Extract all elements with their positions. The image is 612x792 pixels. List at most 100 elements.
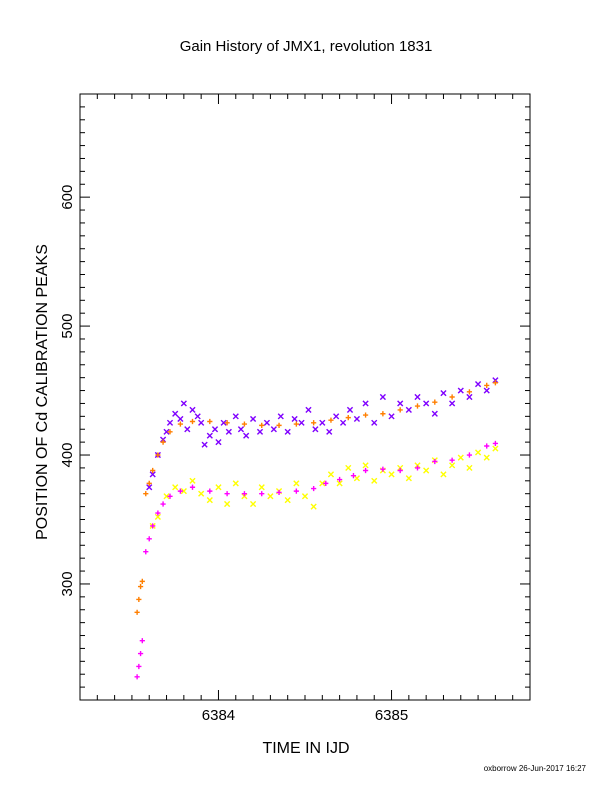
data-point (189, 406, 196, 413)
data-point (492, 380, 498, 386)
data-point (263, 419, 271, 426)
data-point (431, 410, 438, 417)
data-point (350, 473, 357, 479)
data-point (137, 650, 144, 657)
data-point (146, 536, 152, 542)
data-point (483, 454, 490, 461)
data-point (215, 484, 222, 491)
data-point (397, 467, 403, 474)
data-point (362, 462, 369, 469)
axis-ticks (79, 94, 531, 700)
data-point (333, 413, 340, 420)
data-point (277, 413, 284, 420)
data-point (198, 490, 205, 497)
data-point (134, 609, 140, 615)
data-point (414, 403, 421, 409)
data-point (249, 415, 257, 423)
data-point (220, 419, 227, 426)
data-point (232, 480, 239, 487)
data-point (336, 480, 343, 487)
data-point (215, 439, 222, 446)
data-point (206, 432, 213, 439)
data-point (310, 503, 317, 510)
data-point (198, 419, 205, 426)
data-point (137, 583, 144, 590)
data-point (405, 406, 412, 413)
data-point (224, 500, 231, 508)
data-point (345, 415, 351, 421)
data-point (249, 500, 257, 508)
data-point (323, 480, 329, 486)
data-point (206, 497, 213, 504)
data-point (155, 510, 161, 516)
data-point (345, 464, 352, 472)
data-point (276, 489, 282, 496)
x-tick-label: 6385 (375, 707, 408, 724)
data-point (201, 441, 208, 448)
data-point (423, 400, 430, 407)
data-point (311, 420, 317, 426)
data-point (371, 477, 378, 484)
data-point (155, 452, 161, 458)
data-point (160, 501, 166, 507)
data-point (225, 428, 232, 435)
data-point (423, 467, 430, 474)
data-point (267, 493, 274, 500)
data-point (449, 462, 456, 469)
data-point (362, 400, 369, 407)
data-point (353, 475, 361, 482)
data-point (474, 381, 482, 388)
data-point (224, 491, 230, 497)
data-point (211, 426, 219, 433)
data-point (207, 488, 213, 494)
data-point (259, 422, 265, 428)
data-point (256, 428, 264, 435)
data-point (291, 415, 298, 423)
x-tick-label: 6384 (202, 707, 235, 724)
data-point (172, 484, 179, 491)
data-point (492, 440, 498, 447)
data-point (492, 445, 499, 452)
data-point (414, 393, 421, 401)
data-point (136, 663, 142, 670)
data-point (298, 419, 305, 426)
data-point (232, 413, 239, 420)
data-point (184, 426, 191, 433)
footer-credit: oxborrow 26-Jun-2017 16:27 (484, 764, 587, 773)
data-points (134, 377, 499, 680)
data-point (362, 467, 369, 474)
data-point (483, 387, 490, 394)
data-point (362, 412, 369, 418)
y-axis-label: POSITION OF Cd CALIBRATION PEAKS (34, 244, 51, 540)
data-point (466, 452, 473, 458)
data-point (241, 421, 248, 427)
data-point (189, 477, 196, 484)
data-point (379, 393, 386, 401)
data-point (163, 493, 170, 500)
plot-frame (79, 93, 531, 701)
data-point (449, 457, 455, 463)
data-point (180, 488, 187, 495)
data-point (432, 399, 438, 405)
series-ff00ff (134, 440, 498, 680)
data-point (284, 428, 291, 435)
data-point (312, 426, 319, 433)
data-point (353, 415, 361, 423)
data-point (284, 497, 291, 504)
data-point (380, 466, 386, 472)
data-point (388, 413, 395, 420)
data-point (167, 493, 173, 499)
data-point (146, 484, 153, 491)
data-point (466, 464, 473, 472)
data-point (339, 419, 347, 426)
data-point (224, 420, 230, 426)
data-point (326, 428, 333, 435)
data-point (177, 415, 184, 423)
data-point (177, 488, 183, 494)
series-ffff00 (149, 445, 499, 530)
data-point (311, 485, 317, 492)
data-point (474, 449, 482, 456)
data-point (397, 407, 403, 413)
data-point (449, 400, 456, 407)
data-point (328, 417, 334, 423)
